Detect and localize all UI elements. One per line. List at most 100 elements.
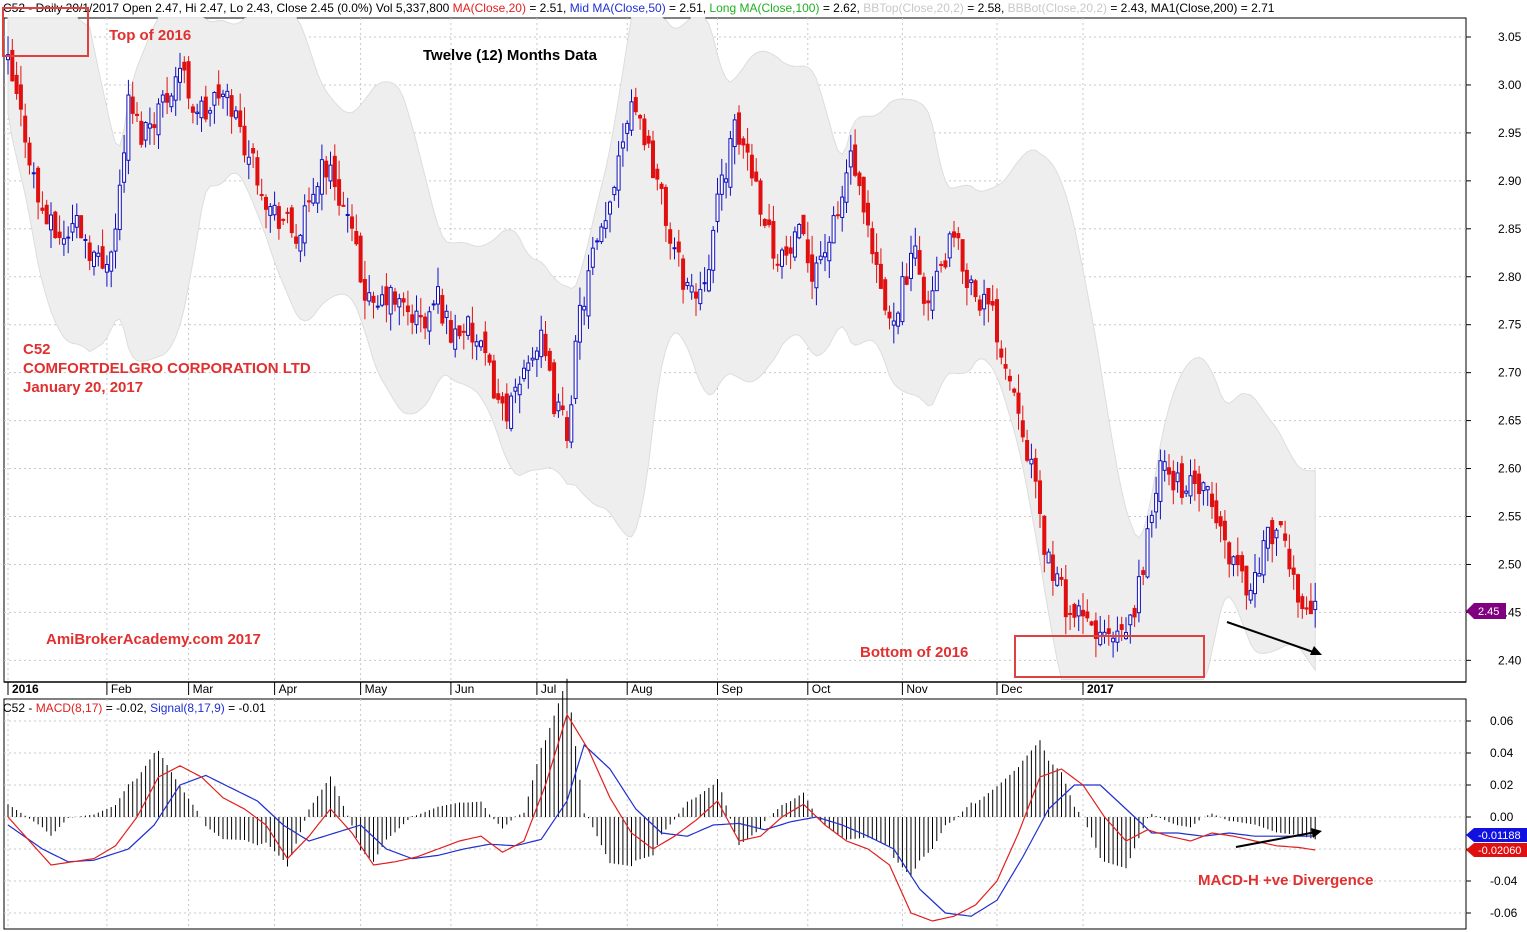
top-of-2016-label: Top of 2016	[109, 27, 191, 44]
macd-y-axis: 0.060.040.020.00-0.02-0.04-0.06	[1466, 714, 1518, 920]
candle-body	[289, 207, 294, 234]
candle-body	[371, 295, 376, 303]
candle-body	[582, 305, 587, 311]
date-label: January 20, 2017	[23, 379, 143, 396]
candle-body	[1257, 573, 1262, 577]
candle-body	[913, 245, 918, 259]
candle-body	[780, 249, 784, 267]
candle-body	[741, 138, 746, 146]
candle-body	[122, 152, 127, 183]
candle-body	[797, 224, 802, 239]
header-part: MA(Close,20)	[453, 1, 526, 15]
divergence-label: MACD-H +ve Divergence	[1198, 872, 1373, 889]
candle-body	[1184, 490, 1189, 494]
candle-body	[934, 270, 939, 292]
candle-body	[917, 250, 922, 275]
macd-trend-arrow	[1235, 831, 1317, 848]
candle-body	[474, 341, 479, 347]
candle-body	[1033, 457, 1038, 482]
candle-body	[199, 100, 204, 119]
header-part: = 2.58,	[964, 1, 1008, 15]
y-tick-label: 2.95	[1498, 126, 1522, 140]
candle-body	[337, 179, 342, 206]
candle-body	[1154, 492, 1159, 513]
header-part: = 2.51,	[666, 1, 710, 15]
candle-body	[139, 120, 144, 145]
macd-header: C52 - MACD(8,17) = -0.02, Signal(8,17,9)…	[3, 701, 266, 715]
candle-body	[1201, 482, 1206, 492]
candle-body	[775, 263, 780, 266]
candle-body	[255, 157, 260, 186]
x-tick-label: Aug	[631, 682, 652, 696]
candle-body	[1210, 493, 1214, 508]
candle-body	[672, 247, 677, 250]
candle-body	[595, 240, 600, 243]
candle-body	[418, 315, 423, 318]
candle-body	[921, 276, 926, 304]
candle-body	[1029, 458, 1034, 465]
macd-line	[7, 713, 1316, 922]
candle-body	[324, 160, 329, 178]
candle-body	[1171, 470, 1176, 491]
candle-body	[169, 95, 174, 108]
candle-body	[27, 142, 32, 166]
macd-tick-label: 0.00	[1490, 810, 1514, 824]
header-part: = -0.01	[225, 701, 266, 715]
candle-body	[818, 255, 823, 261]
candle-body	[577, 304, 582, 343]
candle-body	[285, 211, 290, 214]
candle-body	[887, 311, 892, 319]
candle-body	[319, 159, 324, 195]
candle-body	[440, 295, 445, 324]
candle-body	[982, 293, 987, 310]
candle-body	[405, 305, 410, 313]
candle-body	[1205, 486, 1210, 491]
candle-body	[926, 300, 931, 304]
candle-body	[444, 310, 449, 318]
candle-body	[1007, 375, 1012, 382]
x-tick-label: 2016	[12, 682, 39, 696]
candle-body	[496, 393, 501, 400]
candle-body	[1038, 480, 1042, 514]
candle-body	[470, 322, 475, 343]
candle-body	[1042, 515, 1047, 555]
candle-body	[1149, 514, 1154, 523]
candle-body	[805, 239, 810, 264]
candle-body	[332, 155, 337, 188]
candle-body	[384, 286, 389, 306]
candle-body	[1119, 624, 1124, 630]
x-tick-label: Jul	[541, 682, 556, 696]
candle-body	[1068, 612, 1073, 615]
candle-body	[1167, 467, 1171, 475]
candle-body	[203, 96, 208, 120]
candle-body	[891, 320, 896, 326]
candle-body	[276, 206, 281, 229]
bottom-of-2016-label: Bottom of 2016	[860, 644, 968, 661]
candle-body	[728, 138, 733, 188]
candle-body	[620, 141, 625, 149]
candle-body	[358, 235, 363, 283]
candle-body	[840, 196, 845, 218]
candle-body	[1055, 573, 1060, 586]
candle-body	[251, 148, 256, 154]
candle-body	[1240, 555, 1245, 572]
candle-body	[1261, 540, 1266, 576]
candle-body	[861, 176, 866, 213]
candle-body	[410, 314, 415, 323]
candle-body	[87, 242, 92, 262]
candle-body	[1025, 440, 1030, 461]
candle-body	[61, 238, 66, 245]
header-part: C52 -	[3, 701, 36, 715]
candle-body	[651, 140, 655, 179]
signal-line	[7, 743, 1316, 917]
candle-body	[552, 362, 557, 415]
macd-tick-label: 0.02	[1490, 778, 1514, 792]
candle-body	[629, 101, 634, 131]
candle-body	[1222, 520, 1227, 541]
macd-tick-label: 0.04	[1490, 746, 1514, 760]
candle-body	[676, 241, 681, 253]
header-part: BBBot(Close,20,2)	[1008, 1, 1107, 15]
candle-body	[229, 95, 234, 117]
candle-body	[1012, 388, 1017, 393]
candle-body	[311, 193, 316, 204]
